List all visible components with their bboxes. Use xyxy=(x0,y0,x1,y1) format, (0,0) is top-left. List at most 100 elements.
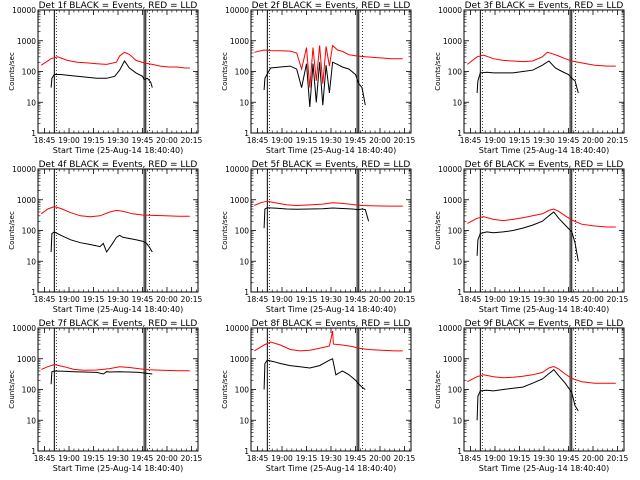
y-tick-label: 1 xyxy=(244,447,249,456)
plot-frame xyxy=(250,327,412,452)
series-line-events xyxy=(263,207,370,229)
x-tick-label: 20:15 xyxy=(394,454,416,463)
x-tick-label: 20:00 xyxy=(369,136,391,145)
y-tick-label: 10000 xyxy=(12,6,36,15)
y-axis-label: Counts/sec xyxy=(8,211,16,250)
chart-title: Det 7f BLACK = Events, RED = LLD xyxy=(39,319,198,329)
chart-title: Det 6f BLACK = Events, RED = LLD xyxy=(465,160,624,170)
x-tick-label: 19:45 xyxy=(345,454,367,463)
y-tick-label: 10 xyxy=(239,416,249,425)
chart-panel-7: Det 7f BLACK = Events, RED = LLD 1 10 100 10… xyxy=(8,319,202,473)
x-axis-label: Start Time (25-Aug-14 18:40:40) xyxy=(479,464,610,473)
y-tick-label: 10 xyxy=(239,257,249,266)
y-axis-label: Counts/sec xyxy=(434,211,442,250)
x-tick-label: 18:45 xyxy=(460,295,482,304)
y-axis-label: Counts/sec xyxy=(221,52,229,91)
y-tick-label: 100 xyxy=(448,227,463,236)
chart-title: Det 9f BLACK = Events, RED = LLD xyxy=(465,319,624,329)
x-tick-label: 18:45 xyxy=(34,295,56,304)
x-tick-label: 20:15 xyxy=(181,136,203,145)
y-tick-label: 1000 xyxy=(17,196,36,205)
x-tick-label: 20:15 xyxy=(394,295,416,304)
y-tick-label: 100 xyxy=(235,227,250,236)
series-line-events xyxy=(50,231,153,254)
x-tick-label: 19:15 xyxy=(296,295,318,304)
y-tick-label: 10 xyxy=(26,98,36,107)
y-tick-label: 100 xyxy=(22,227,37,236)
y-tick-label: 1 xyxy=(457,288,462,297)
x-tick-label: 20:00 xyxy=(582,454,604,463)
y-tick-label: 1000 xyxy=(230,37,249,46)
series-line-lld xyxy=(41,51,190,69)
y-tick-label: 1 xyxy=(31,447,36,456)
series-line-events xyxy=(476,60,579,94)
x-tick-label: 20:15 xyxy=(607,136,629,145)
y-tick-label: 1000 xyxy=(17,355,36,364)
y-tick-label: 1000 xyxy=(443,37,462,46)
x-tick-label: 20:15 xyxy=(181,454,203,463)
y-tick-label: 1000 xyxy=(443,196,462,205)
y-tick-label: 1 xyxy=(244,129,249,138)
x-tick-label: 19:15 xyxy=(83,136,105,145)
chart-panel-5: Det 5f BLACK = Events, RED = LLD 1 10 100 10… xyxy=(221,160,415,314)
x-tick-label: 19:15 xyxy=(296,454,318,463)
x-axis-label: Start Time (25-Aug-14 18:40:40) xyxy=(479,146,610,155)
series-line-events xyxy=(476,211,579,262)
x-tick-label: 19:00 xyxy=(58,136,80,145)
chart-title: Det 2f BLACK = Events, RED = LLD xyxy=(252,1,411,11)
x-tick-label: 19:15 xyxy=(296,136,318,145)
x-tick-label: 19:45 xyxy=(132,136,154,145)
y-tick-label: 10000 xyxy=(438,165,462,174)
plot-frame xyxy=(463,327,625,452)
y-tick-label: 10 xyxy=(452,416,462,425)
x-tick-label: 19:00 xyxy=(484,295,506,304)
y-tick-label: 10 xyxy=(452,98,462,107)
x-tick-label: 20:00 xyxy=(369,295,391,304)
x-tick-label: 18:45 xyxy=(247,295,269,304)
y-axis-label: Counts/sec xyxy=(8,52,16,91)
plot-frame xyxy=(250,168,412,293)
series-line-lld xyxy=(41,363,190,372)
x-tick-label: 19:30 xyxy=(533,295,555,304)
chart-title: Det 1f BLACK = Events, RED = LLD xyxy=(39,1,198,11)
x-tick-label: 20:15 xyxy=(181,295,203,304)
series-line-events xyxy=(476,369,579,421)
plot-frame xyxy=(463,9,625,134)
x-axis-label: Start Time (25-Aug-14 18:40:40) xyxy=(266,464,397,473)
y-tick-label: 1 xyxy=(31,288,36,297)
x-tick-label: 19:45 xyxy=(558,454,580,463)
x-tick-label: 20:00 xyxy=(156,454,178,463)
y-tick-label: 1 xyxy=(31,129,36,138)
series-line-events xyxy=(263,358,366,390)
chart-panel-6: Det 6f BLACK = Events, RED = LLD 1 10 100 10… xyxy=(434,160,628,314)
x-tick-label: 18:45 xyxy=(34,136,56,145)
x-tick-label: 19:45 xyxy=(132,295,154,304)
chart-title: Det 5f BLACK = Events, RED = LLD xyxy=(252,160,411,170)
x-tick-label: 20:00 xyxy=(369,454,391,463)
x-tick-label: 19:00 xyxy=(271,295,293,304)
y-tick-label: 1000 xyxy=(17,37,36,46)
x-tick-label: 19:30 xyxy=(320,295,342,304)
x-tick-label: 19:45 xyxy=(558,295,580,304)
x-tick-label: 18:45 xyxy=(460,136,482,145)
x-tick-label: 18:45 xyxy=(460,454,482,463)
series-line-lld xyxy=(254,330,403,352)
chart-panel-4: Det 4f BLACK = Events, RED = LLD 1 10 100 10… xyxy=(8,160,202,314)
x-tick-label: 20:15 xyxy=(607,295,629,304)
x-tick-label: 19:00 xyxy=(58,454,80,463)
x-tick-label: 19:15 xyxy=(509,454,531,463)
x-tick-label: 19:00 xyxy=(484,136,506,145)
x-tick-label: 19:00 xyxy=(271,136,293,145)
x-tick-label: 18:45 xyxy=(247,136,269,145)
y-tick-label: 1 xyxy=(457,447,462,456)
x-tick-label: 20:15 xyxy=(607,454,629,463)
x-tick-label: 19:00 xyxy=(484,454,506,463)
x-tick-label: 19:30 xyxy=(320,454,342,463)
chart-panel-8: Det 8f BLACK = Events, RED = LLD 1 10 100 10… xyxy=(221,319,415,473)
series-line-lld xyxy=(467,365,616,384)
y-tick-label: 100 xyxy=(22,68,37,77)
x-tick-label: 18:45 xyxy=(247,454,269,463)
y-axis-label: Counts/sec xyxy=(221,370,229,409)
chart-title: Det 8f BLACK = Events, RED = LLD xyxy=(252,319,411,329)
